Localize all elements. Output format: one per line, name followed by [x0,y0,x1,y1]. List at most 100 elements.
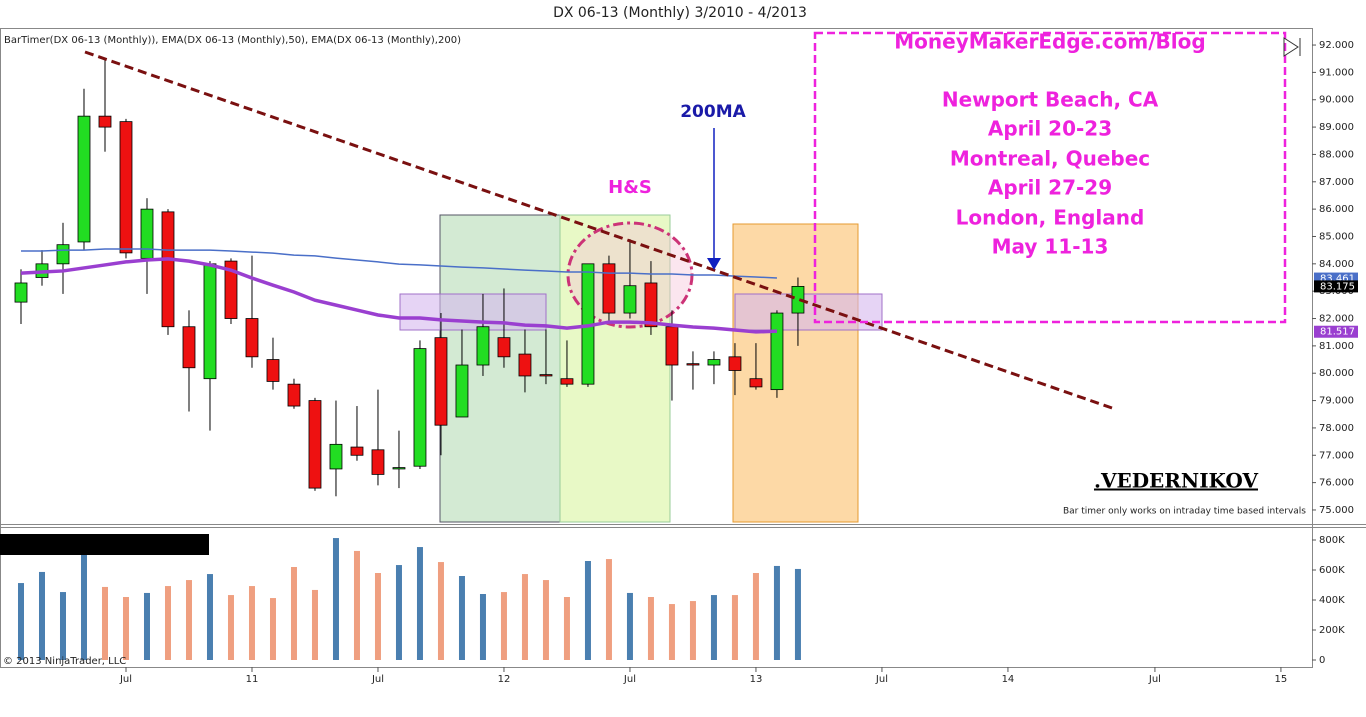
plot-frame [0,28,1313,668]
price-marker-label: 81.517 [1320,327,1355,338]
volume-bar [164,586,171,660]
volume-bar [479,594,486,660]
zone-box [734,293,883,331]
y-tick-label: 81.000 [1319,341,1354,352]
y-tick-label: 88.000 [1319,149,1354,160]
volume-bar [521,574,528,660]
event-text: April 27-29 [988,176,1112,200]
note: Bar timer only works on intraday time ba… [1063,507,1306,517]
volume-bar [731,595,738,660]
volume-bar [38,571,45,660]
volume-bar [437,562,444,660]
volume-bar [605,559,612,660]
y-tick-label: 79.000 [1319,396,1354,407]
candle-body [182,326,196,369]
volume-bar [290,567,297,660]
y-tick-label: 86.000 [1319,204,1354,215]
ema-line [20,257,778,334]
y-tick-label: 82.000 [1319,314,1354,325]
volume-bar [269,598,276,660]
y-tick-label: 800K [1319,535,1345,546]
x-tick-label: Jul [1148,674,1161,685]
event-text: Montreal, Quebec [950,147,1150,171]
event-text: April 20-23 [988,117,1112,141]
redaction [0,534,209,555]
candle-body [518,353,532,377]
candle-body [560,378,574,385]
x-tick-label: 15 [1275,674,1288,685]
event-text: MoneyMakerEdge.com/Blog [894,30,1205,54]
x-tick-label: 13 [750,674,763,685]
candle-body [266,359,280,382]
candle-body [539,374,553,377]
y-tick-label: 92.000 [1319,40,1354,51]
candle-body [623,285,637,314]
candle-body [665,326,679,366]
candle-body [497,337,511,358]
annotation: 200MA [680,102,746,122]
volume-bar [206,574,213,660]
y-tick-label: 200K [1319,625,1345,636]
candle-body [77,115,91,243]
candle-body [329,443,343,470]
volume-bar [647,597,654,660]
candle-body [56,244,70,265]
candle-body [476,326,490,366]
event-text: London, England [956,206,1145,230]
volume-bar [710,595,717,660]
candle-body [686,363,700,366]
candle-body [602,263,616,314]
y-tick-label: 400K [1319,595,1345,606]
volume-bar [311,589,318,660]
event-text: Newport Beach, CA [942,88,1159,112]
x-tick-label: Jul [623,674,636,685]
volume-bar [59,592,66,660]
volume-bar [542,580,549,660]
y-tick-label: 78.000 [1319,423,1354,434]
candle-body [707,359,721,366]
annotation: H&S [608,177,652,198]
x-tick-label: Jul [875,674,888,685]
volume-bar [227,595,234,660]
volume-bar [752,573,759,660]
x-tick-label: 12 [498,674,511,685]
y-tick-label: 600K [1319,565,1345,576]
shade-box [732,223,859,523]
candle-body [434,337,448,426]
candle-body [161,211,175,328]
volume-bar [416,547,423,660]
volume-bar [773,565,780,660]
x-tick-label: 11 [246,674,259,685]
indicator-label: BarTimer(DX 06-13 (Monthly)), EMA(DX 06-… [4,35,461,46]
candle-body [308,400,322,489]
y-tick-label: 87.000 [1319,177,1354,188]
candle-body [14,282,28,303]
candle-body [371,449,385,475]
author: .VEDERNIKOV [1094,469,1258,493]
events: MoneyMakerEdge.com/Blog Newport Beach, CA… [894,30,1205,259]
volume-bar [395,565,402,660]
y-tick-label: 84.000 [1319,259,1354,270]
candle-body [224,260,238,319]
volume-bar [353,550,360,660]
candle-body [245,318,259,358]
candle-body [728,356,742,371]
candle-body [119,121,133,254]
event-text: May 11-13 [992,235,1109,259]
candle-body [455,364,469,418]
y-tick-label: 89.000 [1319,122,1354,133]
candle-body [287,383,301,407]
marks [14,58,805,660]
y-tick-label: 77.000 [1319,450,1354,461]
volume-bar [17,583,24,660]
y-tick-label: 76.000 [1319,478,1354,489]
candle-body [644,282,658,328]
y-tick-label: 80.000 [1319,368,1354,379]
volume-bar [584,561,591,660]
volume-bar [248,586,255,660]
price-marker-label: 83.461 [1320,274,1355,285]
volume-bar [689,601,696,660]
price-marker-label: 83.175 [1320,281,1355,292]
x-tick-label: 14 [1002,674,1015,685]
volume-bar [332,538,339,660]
